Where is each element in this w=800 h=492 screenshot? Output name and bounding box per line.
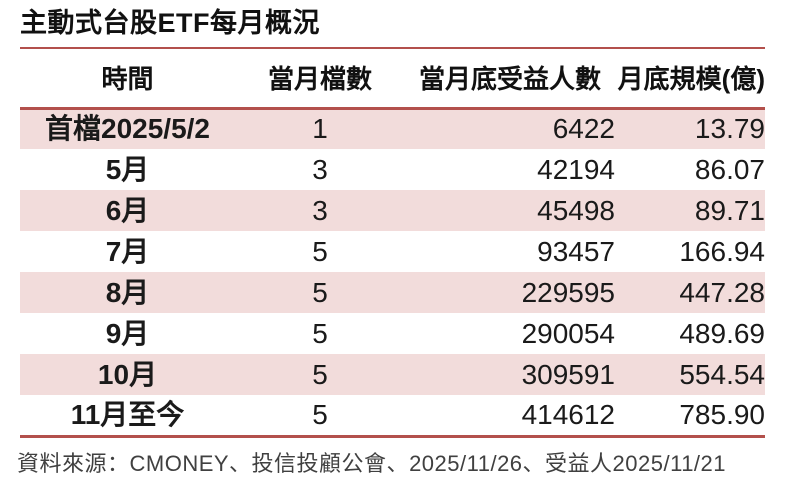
cell-scale: 554.54	[679, 358, 765, 390]
col-header-funds: 當月檔數	[235, 48, 405, 110]
table-row: 11月至今 5 414612 785.90	[20, 395, 765, 436]
cell-funds: 5	[312, 358, 328, 390]
cell-time: 5月	[105, 153, 150, 185]
cell-holders: 229595	[521, 276, 615, 308]
cell-holders: 42194	[537, 153, 615, 185]
col-header-holders: 當月底受益人數	[405, 48, 615, 110]
cell-funds: 3	[312, 194, 328, 226]
cell-funds: 1	[312, 113, 328, 145]
header-row: 時間 當月檔數 當月底受益人數 月底規模(億)	[20, 48, 765, 110]
table-row: 8月 5 229595 447.28	[20, 272, 765, 313]
cell-holders: 6422	[552, 113, 615, 145]
cell-scale: 489.69	[679, 317, 765, 349]
cell-time: 9月	[105, 317, 150, 349]
cell-scale: 166.94	[679, 235, 765, 267]
cell-scale: 447.28	[679, 276, 765, 308]
cell-time: 首檔2025/5/2	[45, 113, 210, 145]
cell-funds: 3	[312, 153, 328, 185]
table-row: 9月 5 290054 489.69	[20, 313, 765, 354]
table-body: 首檔2025/5/2 1 6422 13.79 5月 3 42194 86.07 6月 3 4549…	[20, 108, 765, 436]
etf-monthly-table: 時間 當月檔數 當月底受益人數 月底規模(億) 首檔2025/5/2 1 6422 1…	[20, 47, 765, 438]
source-note: 資料來源：CMONEY、投信投顧公會、2025/11/26、受益人2025/11…	[17, 451, 727, 476]
cell-holders: 309591	[521, 358, 615, 390]
table-header: 時間 當月檔數 當月底受益人數 月底規模(億)	[20, 48, 765, 110]
table-row: 6月 3 45498 89.71	[20, 190, 765, 231]
col-header-time: 時間	[20, 48, 235, 110]
cell-funds: 5	[312, 317, 328, 349]
cell-holders: 290054	[521, 317, 615, 349]
cell-scale: 89.71	[694, 194, 765, 226]
table-row: 5月 3 42194 86.07	[20, 149, 765, 190]
cell-holders: 93457	[537, 235, 615, 267]
cell-time: 11月至今	[70, 398, 185, 430]
cell-time: 7月	[105, 235, 150, 267]
cell-time: 10月	[97, 358, 158, 390]
cell-funds: 5	[312, 398, 328, 430]
cell-scale: 13.79	[694, 113, 765, 145]
cell-time: 8月	[105, 276, 150, 308]
cell-scale: 86.07	[694, 153, 765, 185]
cell-funds: 5	[312, 235, 328, 267]
col-header-scale: 月底規模(億)	[615, 48, 765, 110]
cell-holders: 45498	[537, 194, 615, 226]
cell-scale: 785.90	[679, 398, 765, 430]
cell-holders: 414612	[521, 398, 615, 430]
page-title: 主動式台股ETF每月概況	[20, 8, 320, 38]
table-row: 首檔2025/5/2 1 6422 13.79	[20, 108, 765, 149]
cell-time: 6月	[105, 194, 150, 226]
cell-funds: 5	[312, 276, 328, 308]
table-row: 10月 5 309591 554.54	[20, 354, 765, 395]
table-row: 7月 5 93457 166.94	[20, 231, 765, 272]
